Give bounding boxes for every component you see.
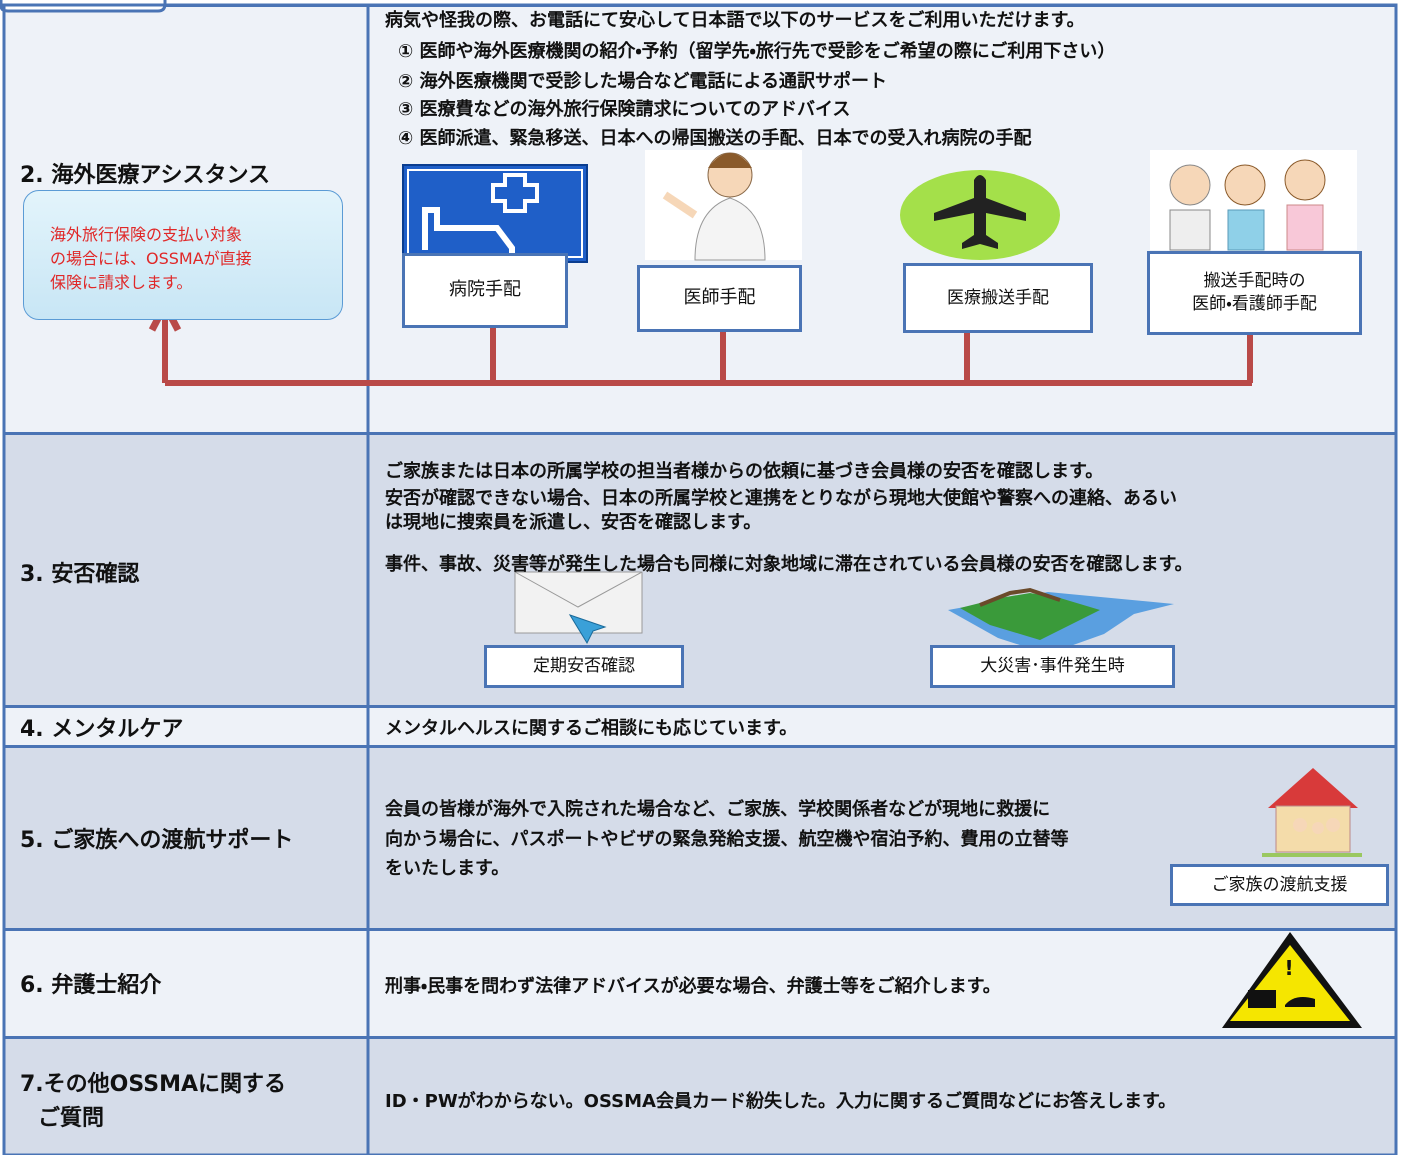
box-label: 医療搬送手配 [947, 287, 1049, 308]
service-box: 搬送手配時の 医師・看護師手配 [1147, 251, 1362, 335]
service-box: 定期安否確認 [484, 645, 684, 688]
section-label: 6. 弁護士紹介 [20, 973, 162, 998]
section-label: 2. 海外医療アシスタンス [20, 163, 271, 188]
box-label: 医師・看護師手配 [1192, 294, 1317, 314]
body-text: メンタルヘルスに関するご相談にも応じています。 [385, 718, 798, 739]
box-label: 定期安否確認 [533, 656, 635, 677]
landscape-icon [948, 587, 1174, 654]
service-item: ④ 医師派遣、緊急移送、日本への帰国搬送の手配、日本での受入れ病院の手配 [398, 128, 1032, 149]
body-text: 安否が確認できない場合、日本の所属学校と連携をとりながら現地大使館や警察への連絡… [385, 488, 1177, 509]
box-label: 医師手配 [683, 287, 756, 309]
row-other [4, 1036, 1396, 1155]
airplane-icon [900, 170, 1060, 260]
section-label: 3. 安否確認 [20, 562, 140, 587]
intro-text: 病気や怪我の際、お電話にて安心して日本語で以下のサービスをご利用いただけます。 [385, 10, 1085, 31]
note-text: 海外旅行保険の支払い対象 [50, 225, 243, 244]
service-box: 病院手配 [402, 253, 568, 328]
section-label: 4. メンタルケア [20, 717, 184, 742]
box-label: 大災害･事件発生時 [980, 656, 1125, 677]
body-text: 会員の皆様が海外で入院された場合など、ご家族、学校関係者などが現地に救援に [385, 799, 1051, 820]
note-box [23, 190, 343, 320]
family-doctor-icon [1150, 150, 1357, 251]
body-text: をいたします。 [385, 858, 510, 879]
section-label: 5. ご家族への渡航サポート [20, 828, 294, 853]
service-box: 医師手配 [637, 265, 802, 332]
section-label: ご質問 [38, 1106, 105, 1131]
box-label: ご家族の渡航支援 [1211, 874, 1348, 895]
envelope-icon [514, 571, 643, 645]
hospital-icon [402, 164, 588, 263]
note-text: の場合には、OSSMAが直接 [50, 249, 252, 268]
note-text: 保険に請求します。 [50, 273, 193, 292]
body-text: は現地に捜索員を派遣し、安否を確認します。 [385, 512, 762, 533]
doctor-icon [645, 150, 802, 261]
row-family [4, 745, 1396, 929]
warning-sign-icon: ! [1222, 932, 1362, 1028]
body-text: ご家族または日本の所属学校の担当者様からの依頼に基づき会員様の安否を確認します。 [385, 461, 1104, 482]
body-text: 刑事・民事を問わず法律アドバイスが必要な場合、弁護士等をご紹介します。 [385, 976, 1001, 997]
service-box: ご家族の渡航支援 [1170, 864, 1389, 906]
body-text: 向かう場合に、パスポートやビザの緊急発給支援、航空機や宿泊予約、費用の立替等 [385, 829, 1069, 850]
box-label: 搬送手配時の [1203, 271, 1306, 292]
service-item: ② 海外医療機関で受診した場合など電話による通訳サポート [398, 71, 887, 92]
service-box: 大災害･事件発生時 [930, 645, 1175, 688]
service-item: ① 医師や海外医療機関の紹介・予約（留学先・旅行先で受診をご希望の際にご利用下さ… [398, 41, 1116, 62]
section-label: 7.その他OSSMAに関する [20, 1072, 286, 1097]
row-mental [4, 705, 1396, 746]
body-text: ID・PWがわからない。OSSMA会員カード紛失した。入力に関するご質問などにお… [385, 1091, 1177, 1112]
row-lawyer [4, 928, 1396, 1037]
table-border [2, 3, 1398, 1155]
service-item: ③ 医療費などの海外旅行保険請求についてのアドバイス [398, 99, 851, 120]
svg-text:!: ! [1284, 956, 1293, 980]
body-text: 事件、事故、災害等が発生した場合も同様に対象地域に滞在されている会員様の安否を確… [385, 554, 1193, 575]
service-box: 医療搬送手配 [903, 263, 1093, 333]
house-icon [1262, 768, 1362, 857]
box-label: 病院手配 [449, 279, 521, 301]
